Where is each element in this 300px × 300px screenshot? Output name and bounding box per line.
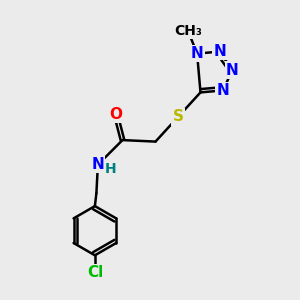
Text: O: O [110, 107, 122, 122]
Text: H: H [105, 162, 116, 176]
Text: N: N [191, 46, 203, 61]
Text: CH₃: CH₃ [174, 24, 202, 38]
Text: N: N [217, 83, 229, 98]
Text: N: N [213, 44, 226, 59]
Text: S: S [172, 110, 184, 124]
Text: Cl: Cl [87, 265, 103, 280]
Text: N: N [92, 157, 104, 172]
Text: N: N [226, 62, 239, 77]
